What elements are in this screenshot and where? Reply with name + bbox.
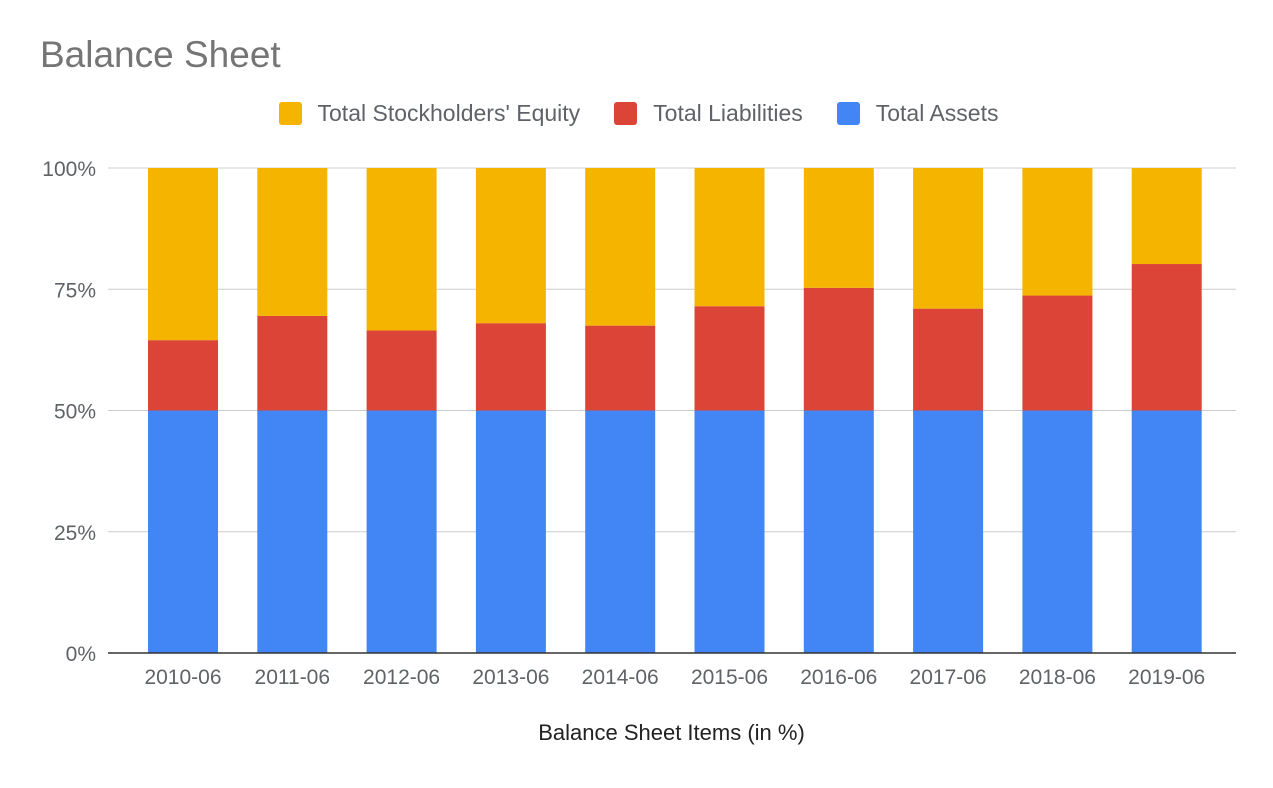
bar-total-liabilities[interactable] bbox=[913, 308, 984, 411]
bar-total-liabilities[interactable] bbox=[1131, 264, 1202, 411]
bar-total-liabilities[interactable] bbox=[366, 330, 437, 411]
bar-total-liabilities[interactable] bbox=[148, 340, 218, 411]
legend-swatch-equity bbox=[278, 102, 302, 125]
bar-total-liabilities[interactable] bbox=[475, 323, 546, 411]
bar-total-stockholders-equity[interactable] bbox=[694, 168, 765, 307]
bar-total-assets[interactable] bbox=[694, 410, 765, 654]
bar-total-stockholders-equity[interactable] bbox=[1131, 168, 1202, 265]
bars bbox=[148, 168, 1202, 653]
legend-label-liabilities: Total Liabilities bbox=[653, 100, 803, 126]
bar-total-assets[interactable] bbox=[585, 410, 656, 654]
y-tick-label: 50% bbox=[54, 401, 96, 424]
bar-total-assets[interactable] bbox=[913, 410, 984, 654]
x-tick-label: 2018-06 bbox=[1019, 666, 1096, 689]
legend-item-liabilities[interactable]: Total Liabilities bbox=[614, 100, 803, 127]
x-tick-label: 2010-06 bbox=[144, 666, 221, 689]
y-tick-label: 0% bbox=[66, 643, 96, 666]
legend: Total Stockholders' Equity Total Liabili… bbox=[0, 100, 1273, 127]
bar-total-stockholders-equity[interactable] bbox=[257, 168, 328, 316]
bar-total-assets[interactable] bbox=[148, 410, 218, 654]
bar-total-liabilities[interactable] bbox=[1022, 295, 1093, 411]
bar-total-assets[interactable] bbox=[257, 410, 328, 654]
y-tick-label: 75% bbox=[54, 279, 96, 302]
x-tick-label: 2015-06 bbox=[691, 666, 768, 689]
bar-total-assets[interactable] bbox=[803, 410, 874, 654]
x-tick-label: 2017-06 bbox=[910, 666, 987, 689]
legend-swatch-liabilities bbox=[614, 102, 638, 125]
axes: 0% 25% 50% 75% 100% 2010-06 2011-06 2012-06 2013… bbox=[42, 158, 1236, 689]
bar-total-liabilities[interactable] bbox=[585, 325, 656, 411]
bar-total-stockholders-equity[interactable] bbox=[803, 168, 874, 288]
bar-total-stockholders-equity[interactable] bbox=[1022, 168, 1093, 296]
legend-label-equity: Total Stockholders' Equity bbox=[317, 100, 581, 126]
bar-total-stockholders-equity[interactable] bbox=[585, 168, 656, 326]
bar-total-stockholders-equity[interactable] bbox=[475, 168, 546, 324]
bar-total-assets[interactable] bbox=[475, 410, 546, 654]
bar-total-assets[interactable] bbox=[366, 410, 437, 654]
bar-total-liabilities[interactable] bbox=[257, 315, 328, 411]
x-tick-label: 2016-06 bbox=[800, 666, 877, 689]
legend-item-assets[interactable]: Total Assets bbox=[836, 100, 999, 127]
legend-label-assets: Total Assets bbox=[875, 100, 999, 126]
x-tick-label: 2013-06 bbox=[472, 666, 549, 689]
bar-total-assets[interactable] bbox=[1131, 410, 1202, 654]
x-tick-label: 2012-06 bbox=[363, 666, 440, 689]
x-tick-label: 2011-06 bbox=[255, 666, 331, 689]
y-tick-label: 100% bbox=[42, 158, 96, 181]
bar-total-stockholders-equity[interactable] bbox=[148, 168, 218, 341]
x-tick-label: 2019-06 bbox=[1128, 666, 1205, 689]
legend-item-equity[interactable]: Total Stockholders' Equity bbox=[278, 100, 581, 127]
bar-total-liabilities[interactable] bbox=[694, 306, 765, 411]
chart-title: Balance Sheet bbox=[40, 34, 281, 75]
legend-swatch-assets bbox=[836, 102, 860, 125]
y-tick-label: 25% bbox=[54, 522, 96, 545]
bar-total-stockholders-equity[interactable] bbox=[913, 168, 984, 309]
x-axis-title: Balance Sheet Items (in %) bbox=[538, 720, 805, 745]
bar-total-stockholders-equity[interactable] bbox=[366, 168, 437, 331]
bar-total-assets[interactable] bbox=[1022, 410, 1093, 654]
bar-total-liabilities[interactable] bbox=[803, 287, 874, 411]
x-tick-label: 2014-06 bbox=[582, 666, 659, 689]
